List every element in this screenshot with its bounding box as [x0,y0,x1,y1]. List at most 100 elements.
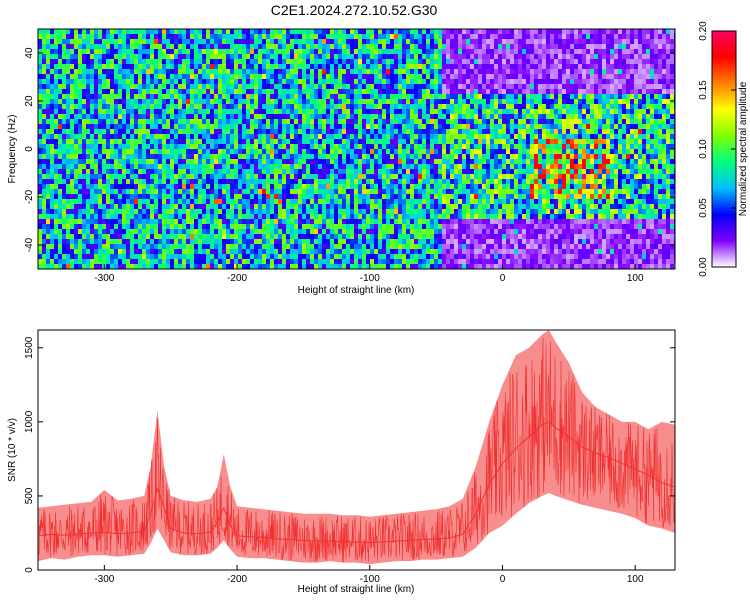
spectrogram-cell [418,64,422,69]
spectrogram-cell [178,109,182,114]
spectrogram-cell [222,134,226,139]
spectrogram-cell [70,124,74,129]
spectrogram-cell [150,159,154,164]
spectrogram-cell [482,54,486,59]
spectrogram-cell [558,119,562,124]
spectrogram-cell [242,144,246,149]
spectrogram-cell [354,149,358,154]
spectrogram-cell [286,114,290,119]
spectrogram-cell [386,94,390,99]
spectrogram-cell [382,49,386,54]
spectrogram-cell [90,29,94,34]
spectrogram-cell [234,159,238,164]
spectrogram-cell [154,49,158,54]
spectrogram-cell [230,124,234,129]
spectrogram-cell [134,149,138,154]
spectrogram-cell [622,164,626,169]
spectrogram-cell [634,89,638,94]
spectrogram-cell [174,174,178,179]
spectrogram-cell [470,124,474,129]
spectrogram-cell [246,39,250,44]
spectrogram-cell [334,154,338,159]
spectrogram-cell [538,109,542,114]
spectrogram-cell [550,94,554,99]
spectrogram-cell [194,79,198,84]
spectrogram-cell [82,174,86,179]
spectrogram-cell [318,129,322,134]
spectrogram-cell [354,34,358,39]
spectrogram-cell [402,169,406,174]
spectrogram-cell [670,54,674,59]
spectrogram-cell [658,139,662,144]
spectrogram-cell [70,129,74,134]
spectrogram-cell [434,169,438,174]
spectrogram-cell [670,179,674,184]
spectrogram-cell [650,124,654,129]
spectrogram-cell [106,49,110,54]
spectrogram-cell [78,84,82,89]
spectrogram-cell [318,69,322,74]
spectrogram-cell [214,39,218,44]
spectrogram-cell [162,49,166,54]
spectrogram-cell [570,79,574,84]
spectrogram-cell [642,119,646,124]
spectrogram-cell [622,109,626,114]
spectrogram-cell [402,94,406,99]
spectrogram-cell [610,34,614,39]
spectrogram-cell [630,179,634,184]
spectrogram-cell [610,149,614,154]
spectrogram-cell [286,169,290,174]
spectrogram-cell [578,34,582,39]
spectrogram-cell [366,59,370,64]
spectrogram-cell [502,79,506,84]
spectrogram-cell [346,139,350,144]
spectrogram-cell [366,109,370,114]
spectrogram-cell [210,164,214,169]
spectrogram-cell [326,69,330,74]
spectrogram-cell [106,54,110,59]
spectrogram-cell [246,179,250,184]
spectrogram-cell [114,184,118,189]
spectrogram-cell [522,144,526,149]
spectrogram-cell [294,109,298,114]
spectrogram-cell [98,164,102,169]
spectrogram-cell [178,79,182,84]
spectrogram-cell [662,124,666,129]
spectrogram-cell [566,144,570,149]
spectrogram-cell [370,59,374,64]
spectrogram-cell [638,159,642,164]
spectrogram-cell [254,134,258,139]
spectrogram-cell [174,144,178,149]
spectrogram-cell [598,104,602,109]
spectrogram-cell [262,119,266,124]
spectrogram-cell [490,164,494,169]
spectrogram-cell [110,149,114,154]
spectrogram-cell [566,74,570,79]
spectrogram-cell [534,29,538,34]
spectrogram-cell [410,159,414,164]
spectrogram-cell [654,44,658,49]
spectrogram-cell [282,79,286,84]
spectrogram-cell [218,94,222,99]
spectrogram-cell [618,99,622,104]
spectrogram-cell [198,144,202,149]
spectrogram-cell [226,44,230,49]
spectrogram-cell [250,39,254,44]
spectrogram-cell [122,179,126,184]
spectrogram-cell [366,154,370,159]
spectrogram-cell [250,59,254,64]
spectrogram-cell [374,89,378,94]
spectrogram-cell [582,149,586,154]
spectrogram-cell [406,29,410,34]
spectrogram-cell [354,139,358,144]
spectrogram-cell [242,129,246,134]
spectrogram-cell [482,64,486,69]
spectrogram-cell [238,134,242,139]
spectrogram-cell [566,119,570,124]
spectrogram-cell [154,184,158,189]
spectrogram-cell [110,144,114,149]
spectrogram-cell [98,154,102,159]
spectrogram-cell [66,144,70,149]
spectrogram-cell [386,129,390,134]
spectrogram-cell [602,64,606,69]
